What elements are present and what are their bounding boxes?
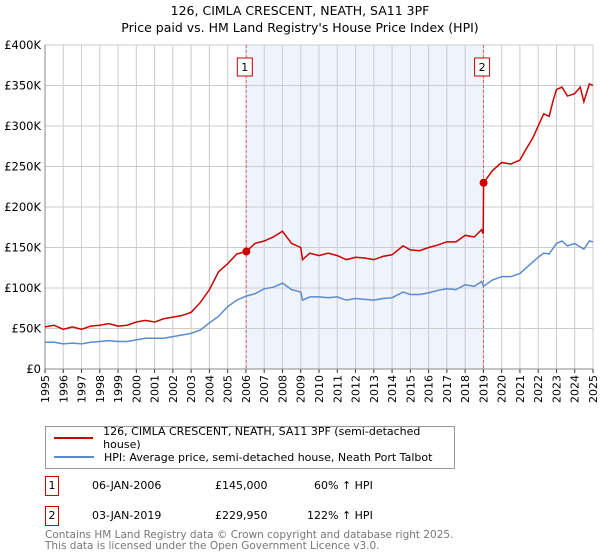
x-tick-label: 1996 <box>57 375 70 403</box>
transaction-price: £145,000 <box>215 479 268 492</box>
chart-subtitle: Price paid vs. HM Land Registry's House … <box>121 20 479 35</box>
annotation-box <box>236 57 253 77</box>
x-tick-label: 2010 <box>313 375 326 403</box>
transaction-date: 06-JAN-2006 <box>92 479 162 492</box>
x-tick-label: 2004 <box>203 375 216 403</box>
y-tick-label: £0 <box>26 362 41 376</box>
legend-swatch-hpi <box>54 456 94 458</box>
x-tick-label: 2007 <box>258 375 271 403</box>
x-tick-label: 2012 <box>350 375 363 403</box>
x-tick-label: 2017 <box>441 375 454 403</box>
transaction-date: 03-JAN-2019 <box>92 509 162 522</box>
x-tick-label: 2014 <box>386 375 399 403</box>
x-tick-label: 2006 <box>240 375 253 403</box>
y-tick-label: £50K <box>12 322 42 336</box>
chart-title: 126, CIMLA CRESCENT, NEATH, SA11 3PF <box>170 3 430 18</box>
sale-point <box>242 247 251 256</box>
x-tick-label: 2016 <box>423 375 436 403</box>
y-tick-label: £100K <box>4 281 41 295</box>
y-tick-label: £150K <box>4 241 41 255</box>
x-tick-label: 2024 <box>569 375 582 403</box>
x-tick-label: 2003 <box>185 375 198 403</box>
annotation-label: 1 <box>241 61 248 74</box>
footer-line-2: This data is licensed under the Open Gov… <box>45 540 380 552</box>
x-tick-label: 2015 <box>404 375 417 403</box>
legend-label-hpi: HPI: Average price, semi-detached house,… <box>104 450 433 464</box>
x-tick-label: 2019 <box>477 375 490 403</box>
x-tick-label: 2000 <box>130 375 143 403</box>
series-line <box>44 82 594 331</box>
x-tick-label: 2008 <box>276 375 289 403</box>
footer: Contains HM Land Registry data © Crown c… <box>45 530 453 552</box>
legend-swatch-property <box>54 437 94 439</box>
footer-line-1: Contains HM Land Registry data © Crown c… <box>45 529 454 541</box>
x-tick-label: 1995 <box>39 375 52 403</box>
annotation-label: 2 <box>479 61 486 74</box>
y-tick-label: £400K <box>4 38 41 52</box>
x-tick-label: 2002 <box>167 375 180 403</box>
y-tick-label: £200K <box>4 200 41 214</box>
x-tick-label: 1997 <box>76 375 89 403</box>
series-line <box>45 240 594 345</box>
x-tick-label: 2023 <box>550 375 563 403</box>
x-tick-label: 1998 <box>94 375 107 403</box>
x-tick-label: 2005 <box>222 375 235 403</box>
price-chart: 1995 1996 1997 1998 1999 2000 2001 2002 2003 2004… <box>4 38 600 403</box>
transaction-row: 2 03-JAN-2019 £229,950 122% ↑ HPI <box>45 506 465 526</box>
x-tick-label: 2011 <box>331 375 344 403</box>
x-tick-label: 2021 <box>514 375 527 403</box>
transaction-badge: 1 <box>45 476 59 496</box>
sale-point <box>479 178 488 187</box>
transaction-hpi: 60% ↑ HPI <box>314 479 373 492</box>
y-tick-label: £350K <box>4 79 41 93</box>
legend: 126, CIMLA CRESCENT, NEATH, SA11 3PF (se… <box>45 425 455 469</box>
transaction-price: £229,950 <box>215 509 268 522</box>
y-tick-label: £300K <box>4 119 41 133</box>
x-tick-label: 1999 <box>112 375 125 403</box>
transaction-row: 1 06-JAN-2006 £145,000 60% ↑ HPI <box>45 476 465 496</box>
transaction-badge: 2 <box>45 506 59 526</box>
x-tick-label: 2022 <box>532 375 545 403</box>
x-tick-label: 2018 <box>459 375 472 403</box>
x-tick-label: 2001 <box>149 375 162 403</box>
transaction-hpi: 122% ↑ HPI <box>307 509 373 522</box>
legend-label-property: 126, CIMLA CRESCENT, NEATH, SA11 3PF (se… <box>103 425 421 451</box>
x-tick-label: 2009 <box>295 375 308 403</box>
annotation-box <box>474 57 491 77</box>
y-tick-label: £250K <box>4 160 41 174</box>
x-tick-label: 2020 <box>496 375 509 403</box>
x-tick-label: 2025 <box>587 375 600 403</box>
x-tick-label: 2013 <box>368 375 381 403</box>
